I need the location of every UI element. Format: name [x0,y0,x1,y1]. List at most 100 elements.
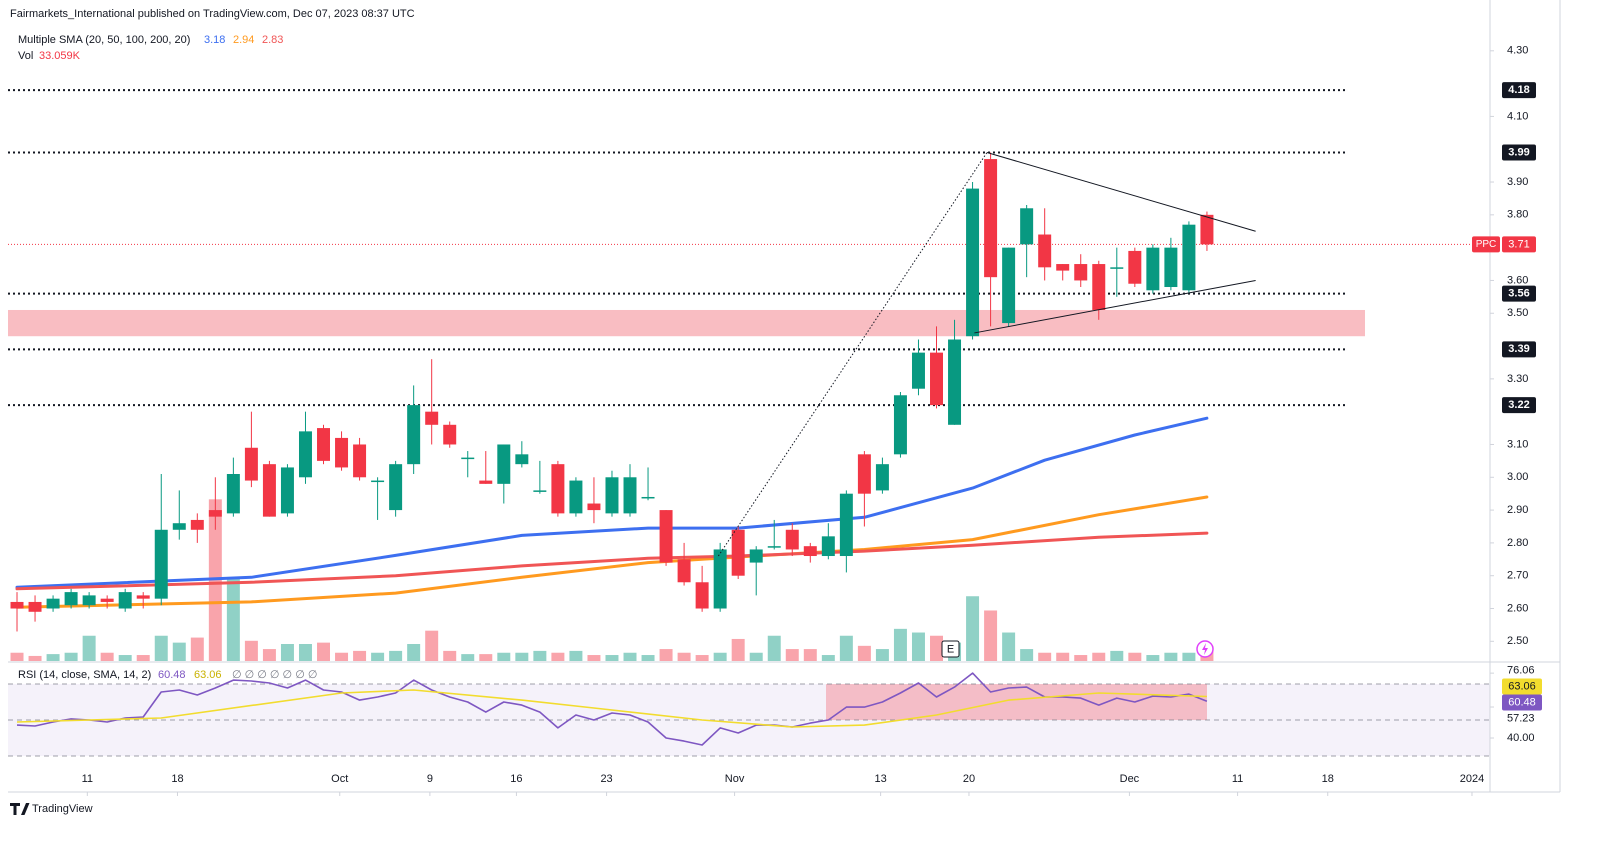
candle-body [443,424,457,445]
candle-body [749,549,763,563]
candle-body [82,595,96,606]
volume-bar [984,610,998,661]
level-tag-label: 3.22 [1508,399,1529,411]
rsi-flags: ∅ ∅ ∅ ∅ ∅ ∅ ∅ [232,669,317,681]
rsi-layer [8,672,1490,757]
candle-body [1146,247,1160,291]
candle-body [1074,264,1088,281]
volume-bar [821,655,835,661]
y-tick-label: 2.50 [1507,635,1528,647]
candle-body [371,480,385,483]
y-tick-label: 3.30 [1507,373,1528,385]
volume-bar [533,650,547,661]
trend-line [974,279,1256,334]
volume-bar [118,655,132,661]
candle-body [497,444,511,484]
last-price-name: PPC [1476,239,1497,250]
volume-bar [317,642,331,661]
candle-body [1038,234,1052,268]
candle-body [641,496,655,499]
y-tick-label: 2.60 [1507,602,1528,614]
sma-value: 3.18 [204,34,225,46]
volume-bar [190,637,204,661]
rsi-value: 60.48 [158,669,186,681]
volume-bar [930,635,943,661]
candle-body [100,598,114,602]
candle-body [244,447,258,481]
level-tag [1502,82,1536,99]
candle-body [154,529,168,599]
candle-body [1128,250,1142,284]
candle-body [298,431,312,478]
level-tag-label: 3.56 [1508,287,1529,299]
volume-bar [1074,655,1088,661]
trend-line [717,152,988,557]
alert-bolt [1202,643,1208,655]
volume-bar [136,655,150,661]
level-layer [8,89,1490,407]
candle-body [659,510,673,563]
x-tick-label: 11 [1232,773,1243,785]
candle-body [911,352,925,389]
candle-body [695,582,709,609]
candle-body [1182,224,1196,291]
volume-bar [371,652,385,661]
candle-body [875,464,889,491]
volume-bar [425,630,439,661]
candle-body [803,546,817,557]
candle-body [767,546,781,548]
sma-value: 2.83 [262,34,283,46]
x-tick-label: 18 [171,773,183,785]
volume-bar [515,652,529,661]
candle-body [226,474,240,514]
candle-body [335,437,349,468]
volume-bar [10,652,24,661]
candle-body [1200,214,1214,245]
candle-body [605,477,619,514]
y-tick-label: 4.30 [1507,45,1528,57]
rsi-highlight [826,684,1207,721]
rsi-tick-label: 76.06 [1507,664,1535,676]
candle-body [1092,264,1106,310]
level-tag-label: 3.39 [1508,343,1529,355]
volume-bar [172,642,186,661]
candle-body [930,352,943,406]
candle-body [551,464,565,514]
y-tick-label: 3.50 [1507,307,1528,319]
candle-body [984,159,998,278]
candle-body [10,601,24,609]
sma-value: 2.94 [233,34,254,46]
volume-bar [407,644,421,661]
candle-body [821,536,835,557]
volume-bar [1020,649,1034,661]
candle-body [280,467,294,514]
volume-bar [911,632,925,661]
level-tag [1502,341,1536,358]
candle-body [46,598,60,609]
y-tick-label: 3.60 [1507,274,1528,286]
x-tick-label: 18 [1322,773,1334,785]
y-tick-label: 3.00 [1507,471,1528,483]
event-marker[interactable]: E [947,643,954,655]
candle-body [190,519,204,530]
rsi-tick-label: 57.23 [1507,712,1535,724]
volume-bar [461,654,475,661]
volume-bar [767,635,781,661]
x-tick-label: 2024 [1460,773,1484,785]
volume-bar [1038,652,1052,661]
candle-body [64,592,78,606]
volume-bar [839,635,853,661]
event-marker-box[interactable] [941,640,960,658]
volume-bar [857,645,871,661]
candle-body [569,480,583,514]
volume-bar [695,655,709,661]
volume-bar [713,652,727,661]
rsi-tick-label: 40.00 [1507,732,1535,744]
sma-legend: Multiple SMA (20, 50, 100, 200, 20) [18,34,190,46]
candle-body [857,454,871,494]
volume-bar [443,650,457,661]
level-tag-label: 4.18 [1508,84,1529,96]
volume-bar [893,628,907,661]
y-tick-label: 2.70 [1507,570,1528,582]
